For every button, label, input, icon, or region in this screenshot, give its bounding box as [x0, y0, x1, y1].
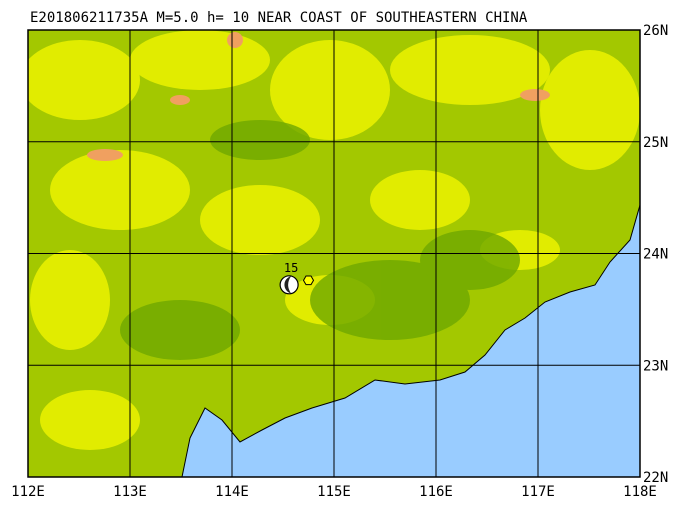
lat-label: 25N [643, 135, 668, 151]
lat-label: 23N [643, 358, 668, 374]
lon-label: 112E [11, 484, 45, 500]
event-label: 15 [284, 261, 298, 275]
beachball [279, 275, 299, 295]
lat-label: 26N [643, 23, 668, 39]
station [302, 275, 315, 286]
lon-label: 117E [521, 484, 555, 500]
lon-label: 118E [623, 484, 657, 500]
lon-label: 116E [419, 484, 453, 500]
lon-label: 113E [113, 484, 147, 500]
map-title: E201806211735A M=5.0 h= 10 NEAR COAST OF… [30, 10, 528, 26]
lon-label: 114E [215, 484, 249, 500]
beachball-compression [284, 276, 292, 294]
lon-label: 115E [317, 484, 351, 500]
lat-label: 24N [643, 247, 668, 263]
lat-label: 22N [643, 470, 668, 486]
